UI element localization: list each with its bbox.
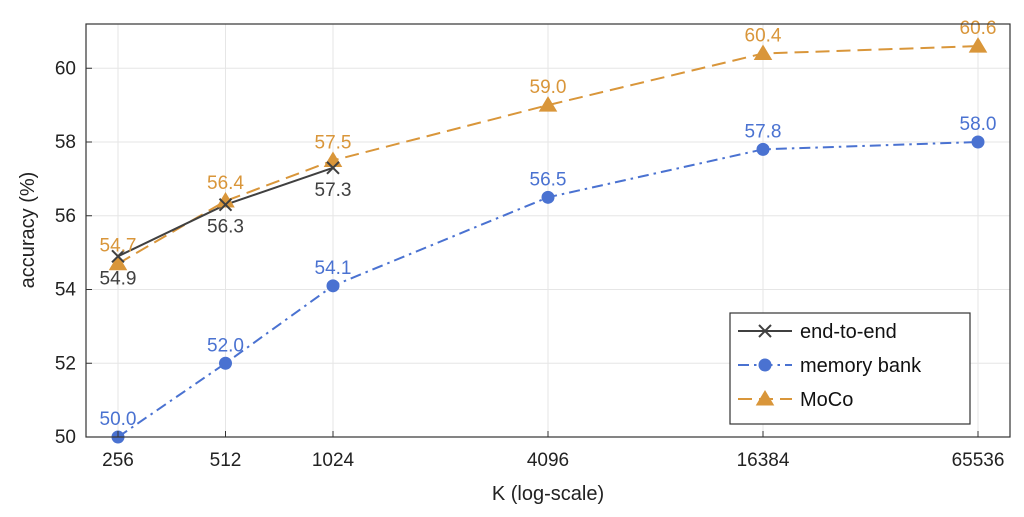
y-tick-label: 54 [55, 280, 77, 301]
data-label-moco: 59.0 [530, 77, 567, 98]
legend-item-moco: MoCo [738, 389, 853, 411]
data-label-memory-bank: 57.8 [745, 121, 782, 142]
x-tick-label: 1024 [312, 450, 355, 471]
legend-marker-memory-bank [758, 358, 772, 372]
data-label-memory-bank: 56.5 [530, 169, 567, 190]
legend-item-end-to-end: end-to-end [738, 321, 897, 343]
legend-label: memory bank [800, 355, 922, 377]
legend-label: MoCo [800, 389, 853, 411]
legend-label: end-to-end [800, 321, 897, 343]
data-label-end-to-end: 56.3 [207, 217, 244, 238]
data-point-moco [753, 44, 773, 60]
y-tick-label: 52 [55, 353, 76, 374]
y-tick-label: 58 [55, 132, 76, 153]
data-point-moco [108, 254, 128, 271]
data-label-memory-bank: 50.0 [100, 409, 137, 430]
data-label-moco: 57.5 [315, 132, 352, 153]
data-label-moco: 60.4 [745, 26, 782, 47]
data-point-memory-bank [756, 142, 770, 156]
x-tick-label: 16384 [737, 450, 790, 471]
x-tick-label: 512 [210, 450, 242, 471]
data-label-moco: 60.6 [960, 18, 997, 39]
data-label-memory-bank: 58.0 [960, 114, 997, 135]
data-label-memory-bank: 54.1 [315, 258, 352, 279]
data-point-moco [968, 37, 988, 53]
data-label-memory-bank: 52.0 [207, 335, 244, 356]
data-labels: 50.0 52.0 54.1 56.5 57.8 58.0 54.7 56.4 57.5 59.0… [100, 18, 997, 430]
data-point-moco [538, 96, 558, 112]
data-point-end-to-end [111, 249, 125, 264]
data-label-end-to-end: 57.3 [315, 180, 352, 201]
data-label-moco: 56.4 [207, 173, 244, 194]
data-label-end-to-end: 54.9 [100, 268, 137, 289]
series-line-moco [117, 45, 979, 265]
y-axis-label: accuracy (%) [17, 172, 39, 289]
legend-marker-moco [755, 390, 775, 406]
y-tick-label: 60 [55, 58, 76, 79]
x-axis-ticks: 256 512 1024 4096 16384 65536 [102, 431, 1004, 471]
x-tick-label: 256 [102, 450, 134, 471]
legend-marker-end-to-end [758, 324, 772, 338]
x-tick-label: 65536 [952, 450, 1005, 471]
data-point-memory-bank [326, 279, 340, 293]
data-point-memory-bank [541, 190, 555, 204]
series-markers [108, 37, 988, 444]
data-point-memory-bank [971, 135, 985, 149]
data-point-memory-bank [219, 356, 232, 370]
data-point-end-to-end [218, 197, 233, 212]
legend: end-to-end memory bank MoCo [729, 312, 971, 425]
legend-item-memory-bank: memory bank [738, 355, 922, 377]
y-tick-label: 56 [55, 206, 76, 227]
y-tick-label: 50 [55, 427, 76, 448]
data-label-moco: 54.7 [100, 236, 137, 257]
x-axis-label: K (log-scale) [492, 483, 604, 505]
x-tick-label: 4096 [527, 450, 569, 471]
data-point-end-to-end [326, 161, 340, 175]
y-axis-ticks: 50 52 54 56 58 60 [55, 58, 92, 448]
series-line-memory-bank [117, 141, 979, 438]
